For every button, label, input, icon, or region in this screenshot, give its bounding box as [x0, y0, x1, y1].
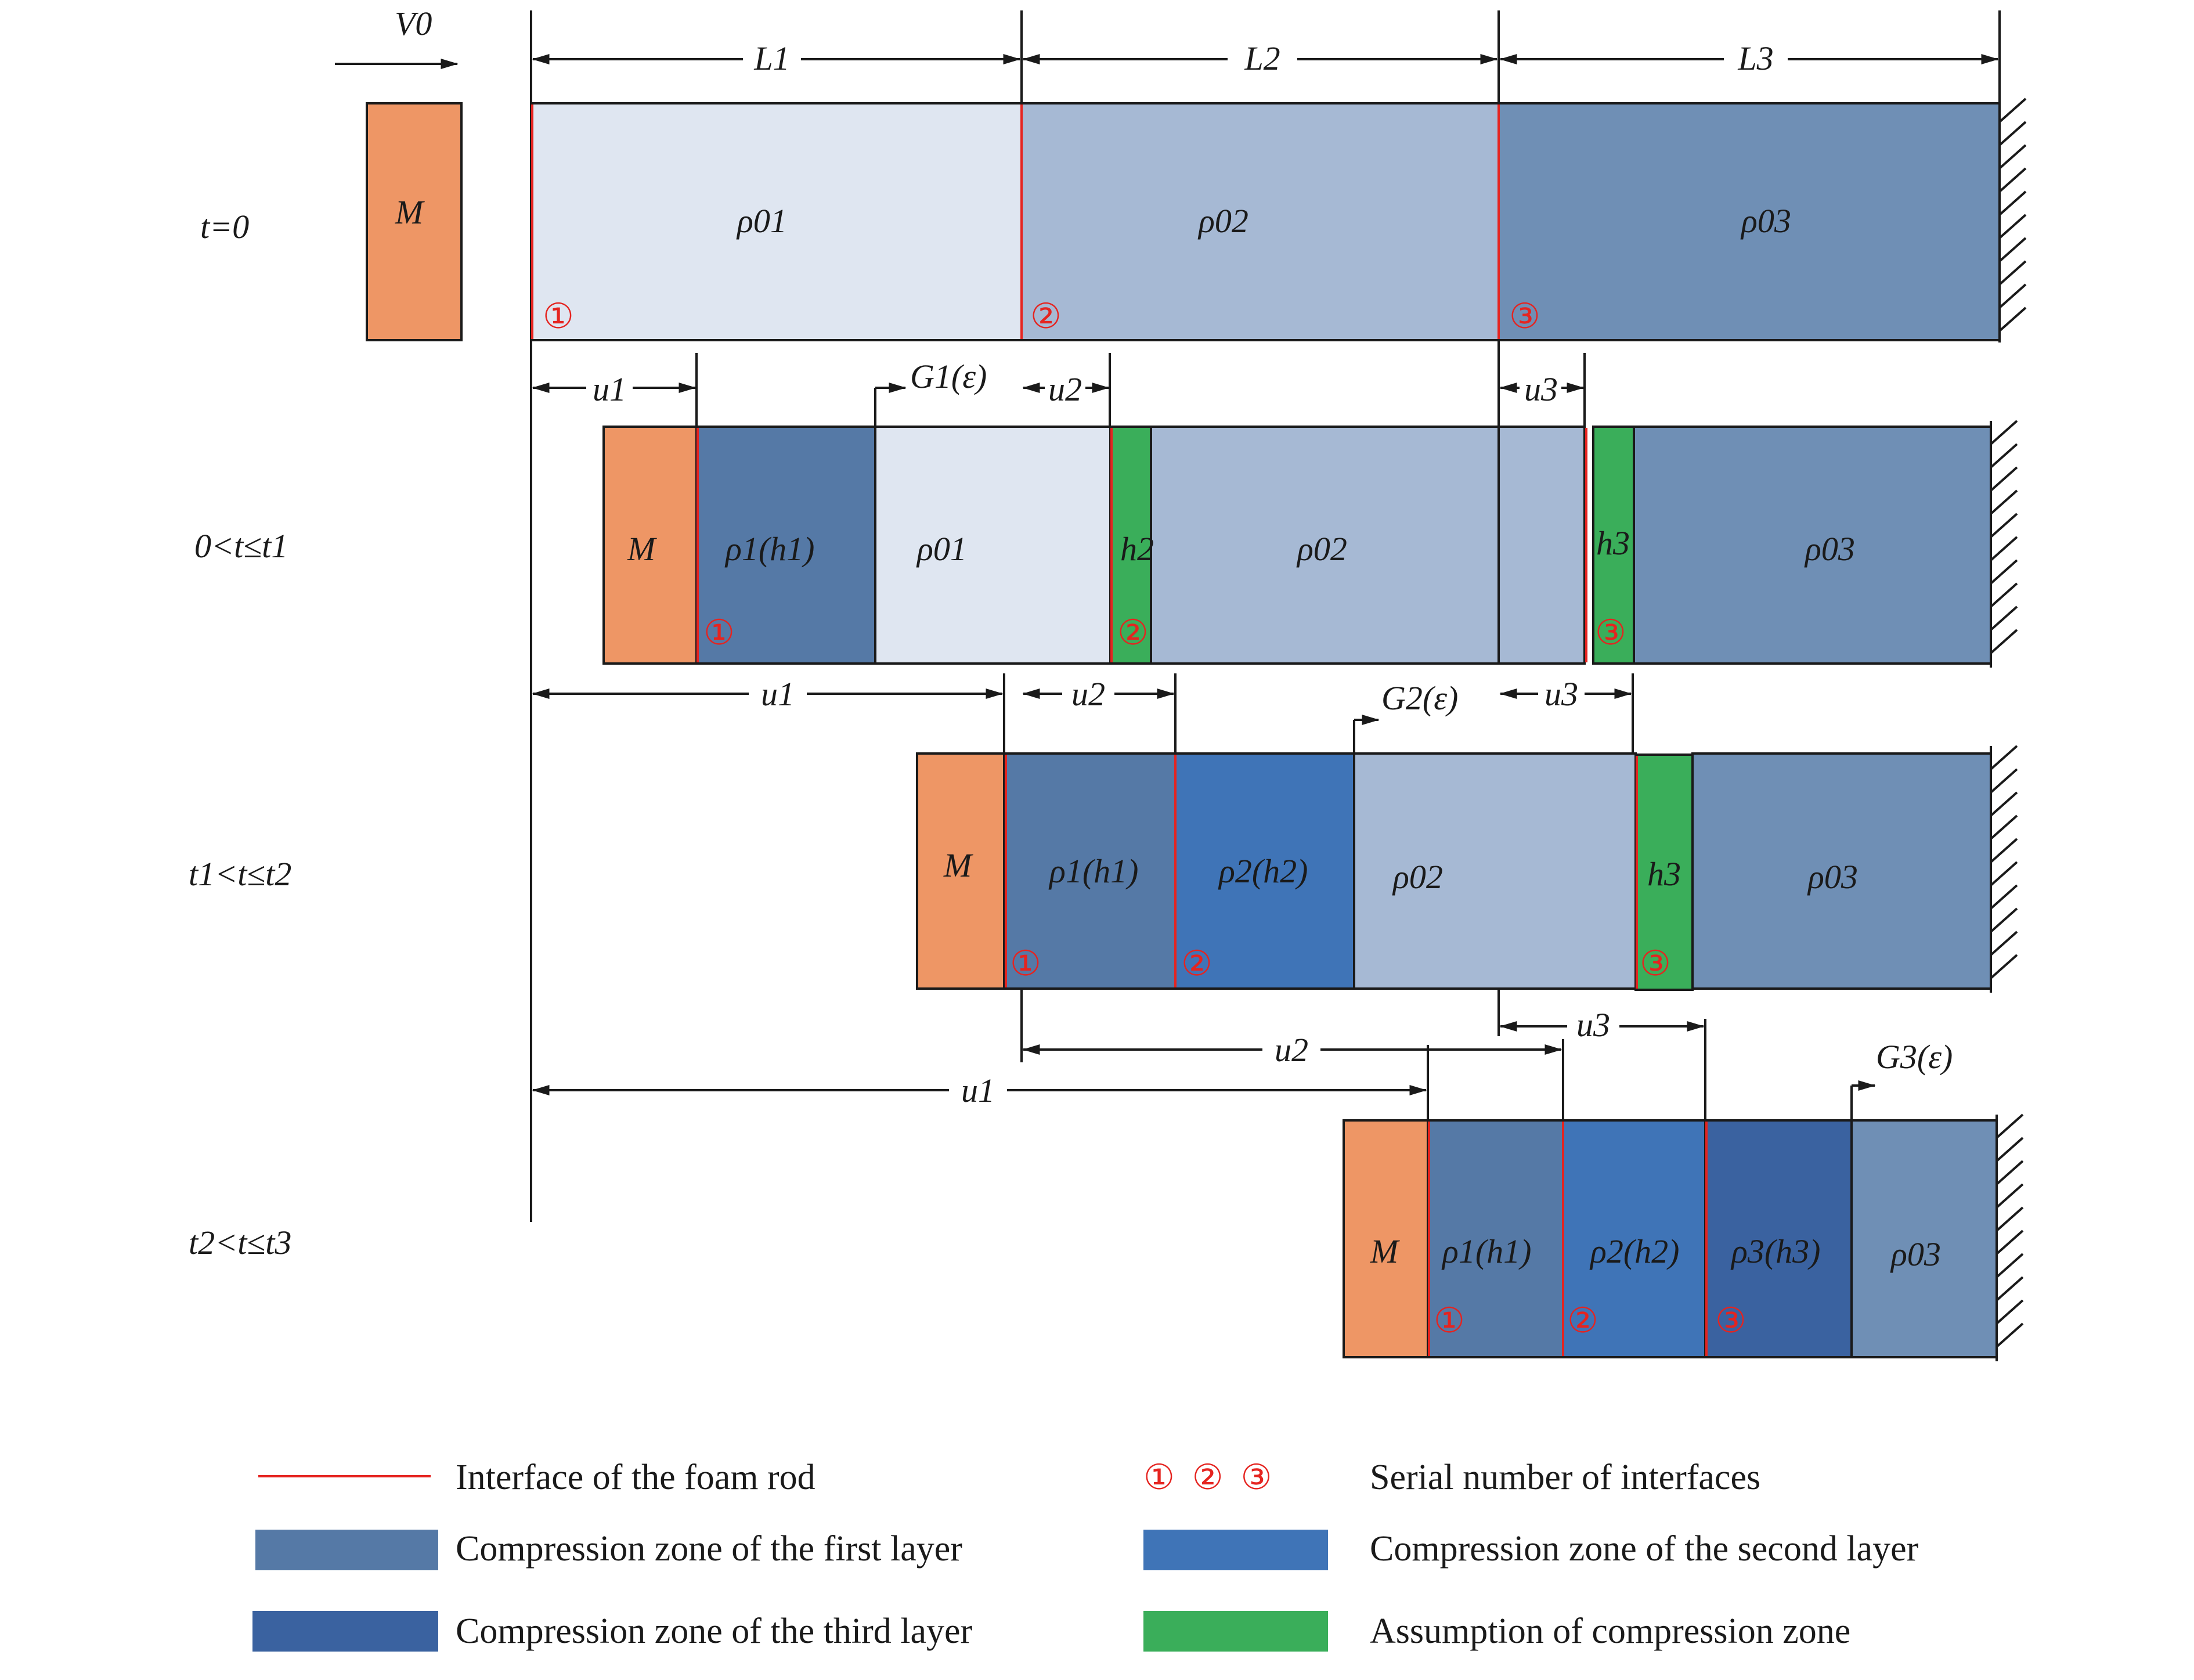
density-label: ρ1(h1): [1441, 1232, 1531, 1270]
legend-swatch-second: [1143, 1530, 1328, 1570]
legend-label: Compression zone of the third layer: [456, 1611, 973, 1651]
compression-zone-second: [1174, 752, 1355, 990]
row-phase1: 0<t≤t1 u1 G1(ε) u2 u3 M ρ1(h1) ρ01 h2: [194, 340, 2018, 668]
layer1-initial: [874, 426, 1112, 665]
density-label: ρ2(h2): [1589, 1232, 1679, 1270]
legend: Interface of the foam rod ① ② ③ Serial n…: [252, 1458, 1919, 1652]
gradient-label: G3(ε): [1876, 1038, 1953, 1076]
interface-number: ③: [1640, 944, 1671, 983]
time-label-row4: t2<t≤t3: [189, 1224, 291, 1261]
legend-label: Interface of the foam rod: [456, 1458, 815, 1497]
zone-thickness-label: h3: [1647, 855, 1681, 893]
density-label: ρ03: [1890, 1235, 1941, 1273]
displacement-label: u3: [1576, 1006, 1610, 1044]
zone-thickness-label: h2: [1120, 530, 1154, 568]
displacement-label: u3: [1524, 370, 1558, 408]
interface-number: ②: [1030, 297, 1062, 336]
interface-number: ②: [1567, 1302, 1598, 1340]
interface-number: ①: [1010, 944, 1041, 983]
mass-block: [1343, 1119, 1429, 1358]
gradient-label: G2(ε): [1381, 679, 1458, 717]
length-label: L2: [1244, 39, 1280, 77]
mass-label: M: [395, 193, 425, 231]
mass-block: [916, 752, 1005, 990]
legend-swatch-first: [255, 1530, 438, 1570]
legend-label: Compression zone of the second layer: [1370, 1529, 1919, 1569]
legend-swatch-third: [252, 1611, 438, 1652]
interface-number: ①: [703, 614, 735, 652]
displacement-label: u3: [1545, 675, 1578, 713]
interface-number: ②: [1181, 944, 1213, 983]
density-label: ρ03: [1740, 202, 1791, 240]
mass-block: [366, 102, 463, 341]
density-label: ρ2(h2): [1218, 852, 1308, 890]
layer1-initial: [530, 102, 1023, 341]
fixed-wall-hatch: [1990, 745, 2018, 993]
density-label: ρ02: [1197, 202, 1248, 240]
fixed-wall-hatch: [1998, 98, 2027, 343]
displacement-label: u2: [1048, 370, 1082, 408]
density-label: ρ03: [1807, 858, 1858, 896]
layer3-initial: [1633, 426, 1992, 665]
legend-swatch-assumed: [1143, 1611, 1328, 1652]
layer2-initial: [1150, 426, 1586, 665]
interface-number: ①: [543, 297, 574, 336]
legend-label: Assumption of compression zone: [1370, 1611, 1850, 1651]
interface-number: ③: [1595, 614, 1626, 652]
density-label: ρ02: [1392, 858, 1443, 896]
interface-number: ②: [1117, 614, 1149, 652]
legend-label: Compression zone of the first layer: [456, 1529, 962, 1569]
layer2-initial: [1020, 102, 1500, 341]
displacement-label: u1: [961, 1072, 995, 1109]
displacement-label: u2: [1071, 675, 1105, 713]
layer2-initial: [1353, 752, 1637, 990]
layer3-initial: [1691, 752, 1992, 990]
length-label: L1: [753, 39, 789, 77]
zone-thickness-label: h3: [1596, 524, 1630, 562]
mass-label: M: [1370, 1232, 1400, 1270]
density-label: ρ02: [1296, 530, 1347, 568]
interface-number: ③: [1715, 1302, 1746, 1340]
density-label: ρ01: [736, 202, 787, 240]
time-label-row1: t=0: [200, 208, 249, 246]
legend-serial-symbols: ① ② ③: [1143, 1458, 1272, 1497]
interface-number: ①: [1434, 1302, 1465, 1340]
assumed-zone: [1634, 754, 1694, 991]
time-label-row2: 0<t≤t1: [194, 527, 288, 565]
density-label: ρ03: [1804, 530, 1855, 568]
displacement-label: u2: [1275, 1031, 1308, 1069]
displacement-label: u1: [761, 675, 795, 713]
mass-block: [602, 426, 698, 665]
density-label: ρ01: [916, 530, 967, 568]
density-label: ρ1(h1): [1048, 852, 1138, 890]
layer3-initial: [1850, 1119, 1998, 1358]
row-t0: t=0 V0 M ρ01 ρ02 ρ03 ① ② ③ L1 L2 L3: [200, 5, 2027, 343]
fixed-wall-hatch: [1990, 420, 2018, 668]
mass-label: M: [943, 846, 973, 884]
velocity-label: V0: [395, 5, 432, 42]
time-label-row3: t1<t≤t2: [189, 855, 291, 893]
interface-number: ③: [1509, 297, 1540, 336]
gradient-label: G1(ε): [910, 358, 987, 395]
compression-zone-first: [1003, 752, 1177, 990]
fixed-wall-hatch: [1995, 1113, 2024, 1361]
mass-label: M: [627, 530, 657, 568]
row-phase3: t2<t≤t3 u3 u2 u1 G3(ε) M ρ1(h1) ρ2(h2): [189, 990, 2024, 1361]
density-label: ρ3(h3): [1730, 1232, 1820, 1270]
length-label: L3: [1737, 39, 1773, 77]
displacement-label: u1: [593, 370, 626, 408]
legend-label: Serial number of interfaces: [1370, 1458, 1760, 1497]
row-phase2: t1<t≤t2 u1 u2 G2(ε) u3 M ρ1(h1) ρ2(h2) ρ…: [189, 673, 2018, 993]
compression-zone-first: [695, 426, 876, 665]
assumed-zone: [1109, 426, 1152, 665]
density-label: ρ1(h1): [724, 530, 814, 568]
